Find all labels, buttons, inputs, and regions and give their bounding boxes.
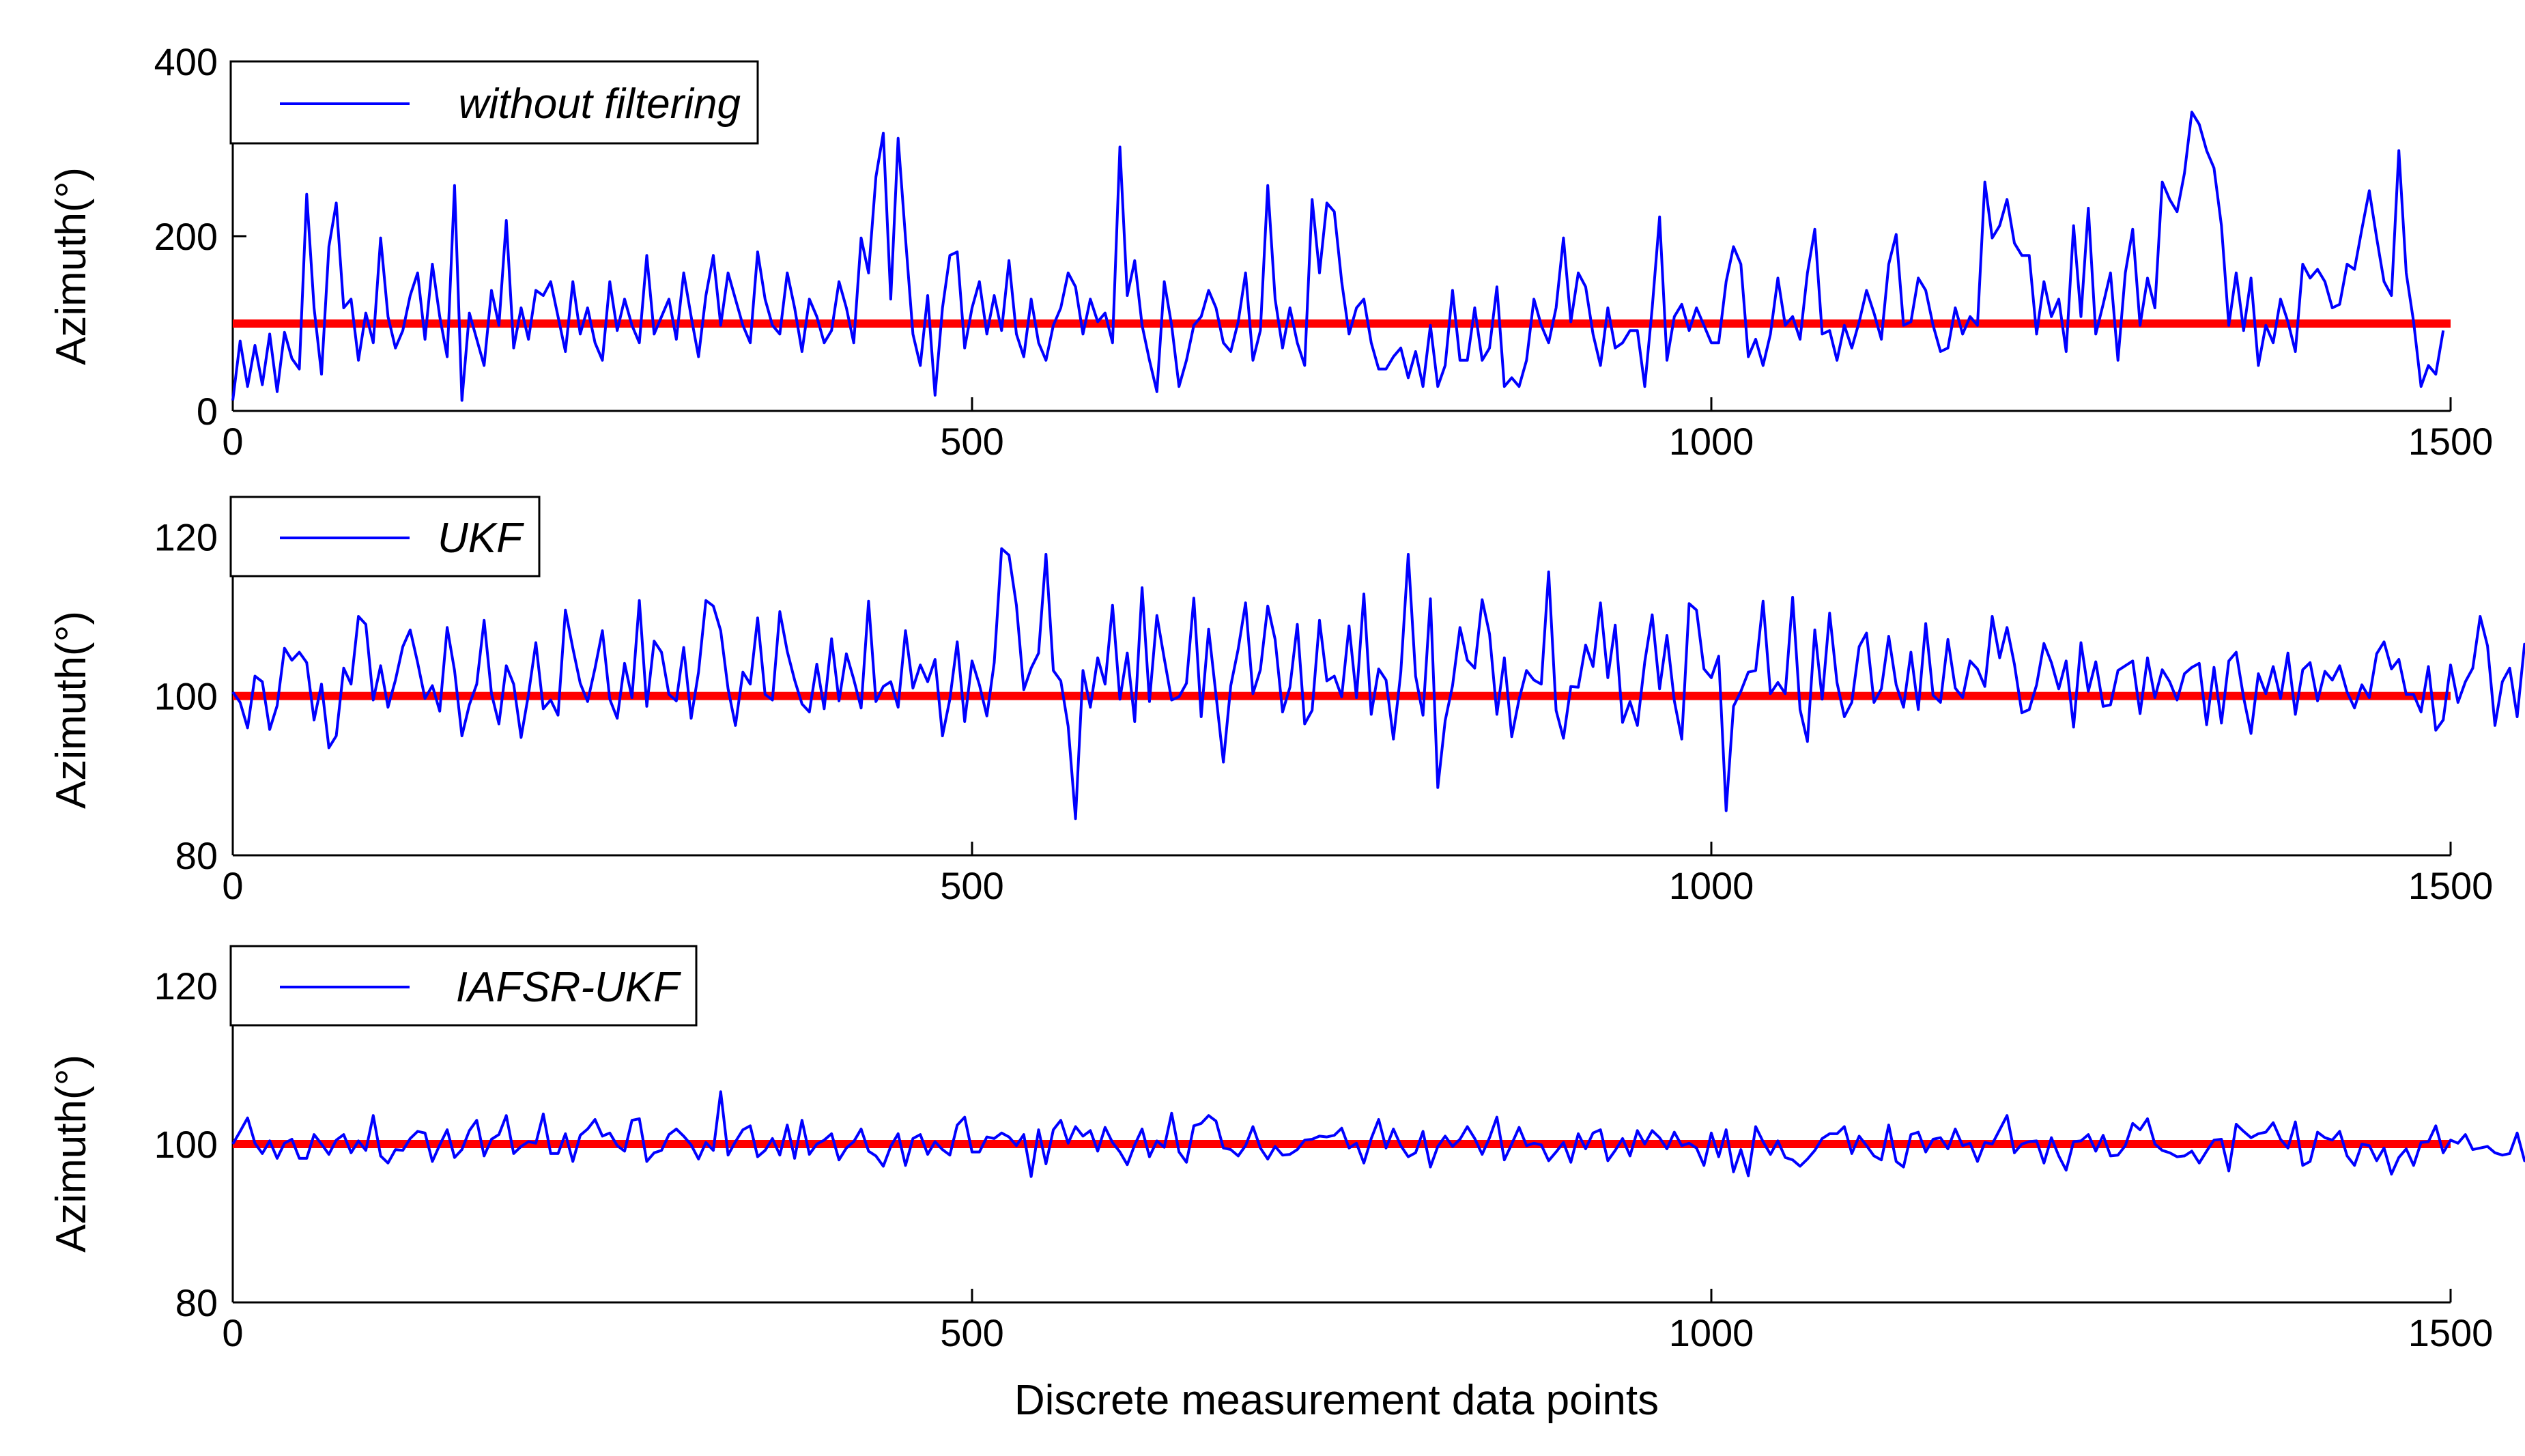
x-tick-label: 1500 — [2408, 420, 2494, 463]
x-tick-label: 0 — [222, 864, 243, 907]
y-tick-label: 80 — [175, 834, 218, 877]
y-tick-label: 100 — [154, 1123, 218, 1166]
plot-area-without-filtering: 0 500 1000 1500 0 200 400 — [154, 40, 2494, 463]
y-tick-label: 200 — [154, 215, 218, 258]
y-tick-label: 120 — [154, 965, 218, 1008]
ylabel-panel-3: Azimuth(°) — [48, 1055, 95, 1253]
panel-without-filtering: 0 500 1000 1500 0 200 400 Azimuth(°) without f… — [48, 40, 2493, 463]
legend-label: without filtering — [458, 81, 741, 128]
x-tick-label: 500 — [940, 1311, 1003, 1354]
x-tick-label: 1000 — [1669, 420, 1754, 463]
y-tick-label: 120 — [154, 515, 218, 558]
series-line-ukf — [231, 547, 2525, 820]
legend-iafsr-ukf: IAFSR-UKF — [229, 945, 698, 1027]
x-tick-label: 500 — [940, 420, 1003, 463]
series-line-without-filtering — [231, 111, 2445, 402]
y-tick-label: 100 — [154, 675, 218, 718]
legend-ukf: UKF — [229, 496, 541, 577]
panel-iafsr-ukf: 0 500 1000 1500 80 100 120 Azimuth(°) IAFSR-UK… — [48, 945, 2525, 1354]
series-line-iafsr-ukf — [231, 1090, 2525, 1178]
plot-area-ukf: 0 500 1000 1500 80 100 120 — [154, 497, 2525, 907]
ylabel-panel-2: Azimuth(°) — [48, 611, 95, 809]
x-tick-label: 1500 — [2408, 864, 2494, 907]
y-tick-label: 80 — [175, 1281, 218, 1324]
ylabel-panel-1: Azimuth(°) — [48, 167, 95, 365]
x-tick-label: 0 — [222, 420, 243, 463]
y-tick-label: 0 — [197, 390, 218, 433]
x-axis-title: Discrete measurement data points — [1014, 1377, 1659, 1424]
y-tick-label: 400 — [154, 40, 218, 83]
x-tick-label: 1000 — [1669, 864, 1754, 907]
x-tick-label: 0 — [222, 1311, 243, 1354]
plot-area-iafsr-ukf: 0 500 1000 1500 80 100 120 — [154, 946, 2525, 1354]
legend-label: UKF — [438, 515, 524, 562]
x-tick-label: 1000 — [1669, 1311, 1754, 1354]
legend-without-filtering: without filtering — [229, 60, 759, 145]
x-tick-label: 500 — [940, 864, 1003, 907]
legend-label: IAFSR-UKF — [456, 964, 681, 1011]
x-tick-label: 1500 — [2408, 1311, 2494, 1354]
panel-ukf: 0 500 1000 1500 80 100 120 Azimuth(°) UKF — [48, 496, 2525, 907]
